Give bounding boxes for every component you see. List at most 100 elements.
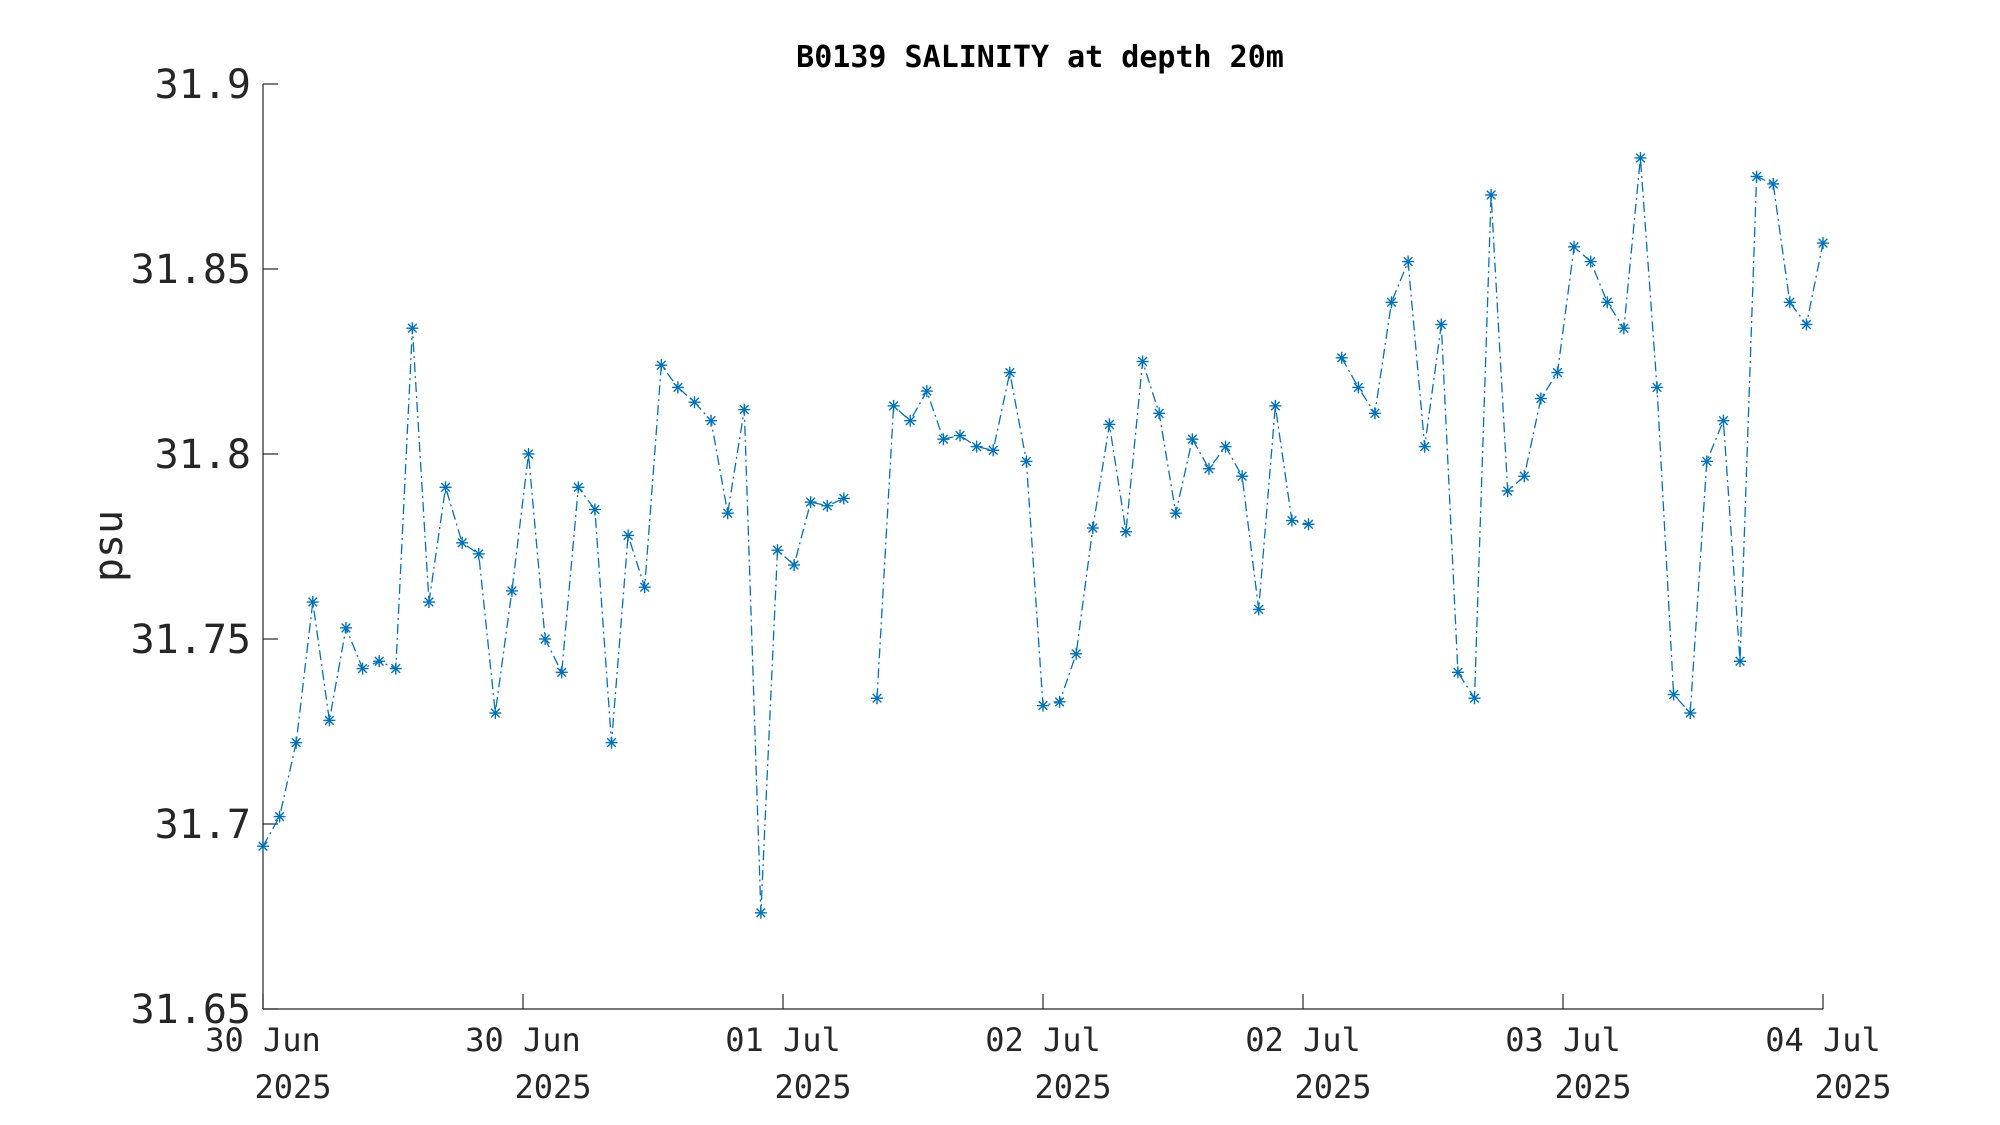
data-point xyxy=(389,662,402,675)
data-point xyxy=(1368,407,1381,420)
data-point xyxy=(1285,514,1298,527)
y-tick-label: 31.8 xyxy=(155,432,251,478)
data-point xyxy=(871,692,884,705)
x-tick-label-year: 2025 xyxy=(1554,1068,1631,1106)
y-tick-label: 31.75 xyxy=(131,617,251,663)
data-markers xyxy=(257,152,1829,919)
data-point xyxy=(1584,255,1597,268)
data-point xyxy=(323,714,336,727)
data-point xyxy=(1335,351,1348,364)
data-point xyxy=(738,403,751,416)
data-point xyxy=(1451,666,1464,679)
data-point xyxy=(1684,707,1697,719)
data-point xyxy=(1817,237,1829,250)
data-point xyxy=(1667,688,1680,701)
data-point xyxy=(638,581,651,594)
x-tick-label-year: 2025 xyxy=(1294,1068,1371,1106)
data-point xyxy=(539,633,552,645)
data-point xyxy=(1418,440,1431,453)
data-point xyxy=(1783,296,1796,309)
data-point xyxy=(1534,392,1547,405)
data-point xyxy=(1717,414,1730,427)
data-point xyxy=(406,322,419,335)
data-point xyxy=(1003,366,1016,379)
data-point xyxy=(1252,603,1265,616)
data-point xyxy=(1501,485,1514,497)
x-tick-label-date: 30 Jun xyxy=(205,1021,321,1059)
data-point xyxy=(1037,699,1049,712)
data-point xyxy=(1086,522,1099,534)
data-point xyxy=(788,559,801,571)
data-point xyxy=(1435,318,1448,331)
data-point xyxy=(887,399,900,412)
data-point xyxy=(721,507,734,520)
x-tick-label-year: 2025 xyxy=(774,1068,851,1106)
data-point xyxy=(1186,433,1199,446)
data-point xyxy=(1119,525,1132,538)
x-tick-label-date: 02 Jul xyxy=(1245,1021,1361,1059)
data-point xyxy=(1302,518,1315,531)
data-point xyxy=(1169,507,1182,520)
data-point xyxy=(1202,462,1215,475)
y-tick-label: 31.7 xyxy=(155,802,251,848)
data-point xyxy=(771,544,784,557)
series-line xyxy=(262,157,1824,913)
data-point xyxy=(1634,152,1647,164)
data-point xyxy=(439,481,452,494)
x-tick-label-date: 01 Jul xyxy=(725,1021,841,1059)
data-point xyxy=(1767,177,1780,190)
series-segment xyxy=(1341,157,1824,715)
y-tick-label: 31.85 xyxy=(131,247,251,293)
data-point xyxy=(1219,440,1232,453)
data-point xyxy=(1020,455,1033,468)
x-tick-label-year: 2025 xyxy=(1814,1068,1891,1106)
data-point xyxy=(555,666,568,679)
data-point xyxy=(1468,692,1481,705)
data-point xyxy=(920,385,933,398)
data-point xyxy=(1651,381,1664,394)
data-point xyxy=(456,536,469,549)
data-point xyxy=(306,596,319,608)
y-ticks: 31.65 31.7 31.75 31.8 31.85 31.9 xyxy=(131,62,278,1033)
x-tick-label-date: 04 Jul xyxy=(1765,1021,1881,1059)
data-point xyxy=(572,481,585,494)
data-point xyxy=(970,440,983,453)
data-point xyxy=(1236,470,1249,483)
data-point xyxy=(472,547,485,560)
x-tick-label-year: 2025 xyxy=(1034,1068,1111,1106)
data-point xyxy=(290,736,303,749)
data-point xyxy=(655,359,668,372)
data-point xyxy=(937,433,950,446)
data-point xyxy=(356,662,369,675)
data-point xyxy=(522,448,535,460)
data-point xyxy=(505,584,518,597)
x-ticks: 30 Jun 2025 30 Jun 2025 01 Jul 2025 02 Jul 2025… xyxy=(205,994,1892,1106)
data-point xyxy=(954,429,967,442)
data-point xyxy=(489,707,502,719)
data-point xyxy=(1568,240,1581,253)
data-point xyxy=(257,840,269,853)
data-point xyxy=(373,655,386,668)
y-tick-label: 31.9 xyxy=(155,62,251,108)
data-point xyxy=(1734,655,1747,668)
y-axis-label: psu xyxy=(86,510,132,582)
data-point xyxy=(671,381,684,394)
x-tick-label-date: 03 Jul xyxy=(1505,1021,1621,1059)
data-point xyxy=(588,503,601,516)
data-point xyxy=(605,736,618,749)
x-tick-label-year: 2025 xyxy=(254,1068,331,1106)
data-point xyxy=(1385,296,1398,309)
data-point xyxy=(821,499,834,512)
data-point xyxy=(1402,255,1415,268)
data-point xyxy=(837,492,850,505)
x-tick-label-date: 02 Jul xyxy=(985,1021,1101,1059)
y-tick-label: 31.65 xyxy=(131,987,251,1033)
data-point xyxy=(1352,381,1365,394)
data-point xyxy=(1601,296,1614,309)
data-point xyxy=(273,810,286,823)
x-tick-label-year: 2025 xyxy=(514,1068,591,1106)
data-point xyxy=(1269,399,1282,412)
data-point xyxy=(705,414,718,427)
x-tick-label-date: 30 Jun xyxy=(465,1021,581,1059)
